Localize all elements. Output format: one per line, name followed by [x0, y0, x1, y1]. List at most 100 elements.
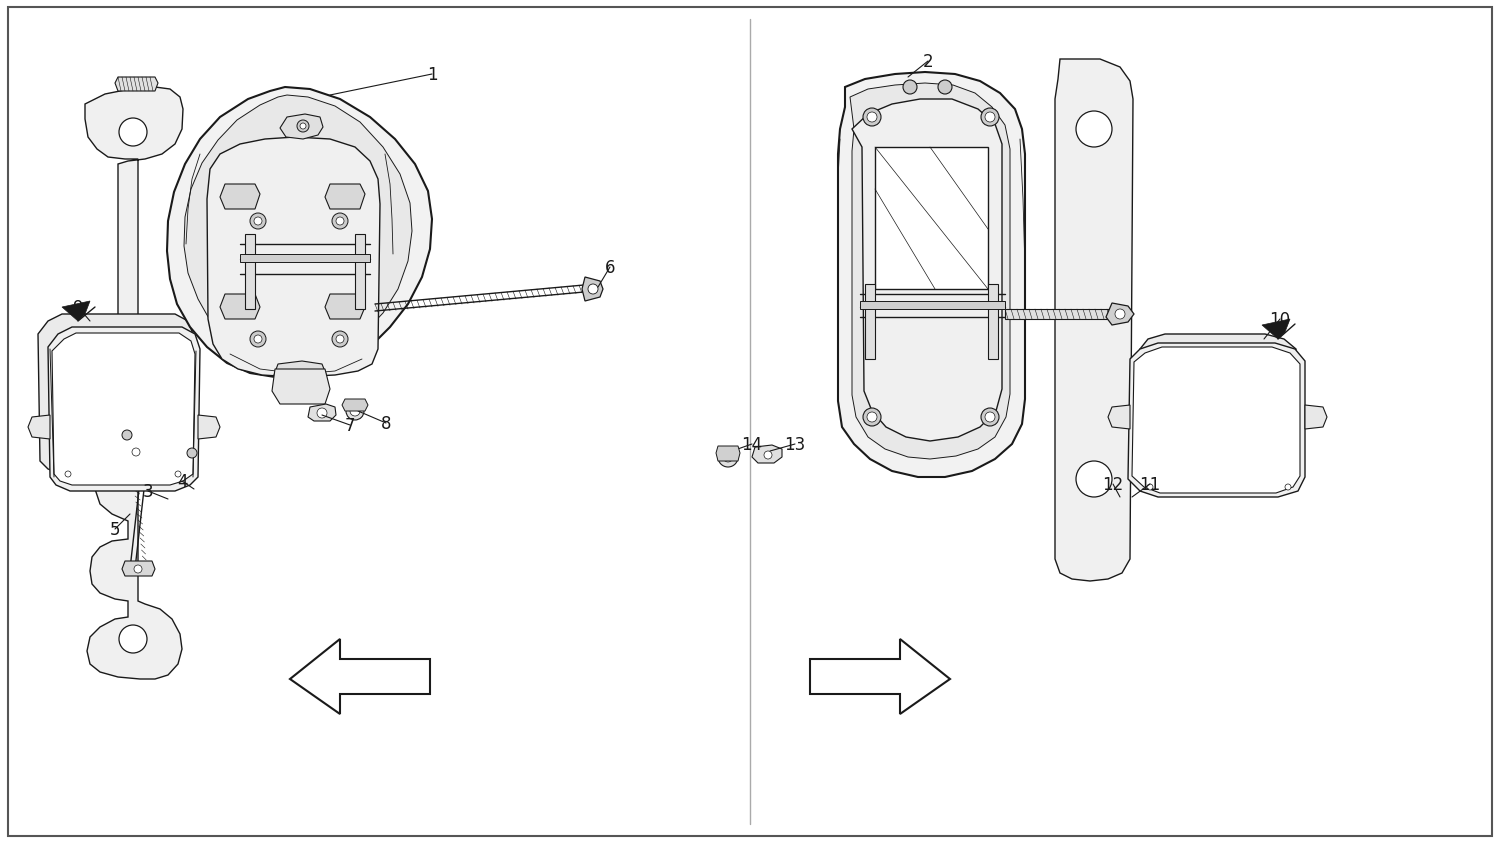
- Circle shape: [723, 452, 734, 463]
- Circle shape: [903, 81, 916, 95]
- Circle shape: [316, 408, 327, 419]
- Polygon shape: [988, 284, 998, 360]
- Circle shape: [981, 109, 999, 127]
- Circle shape: [981, 408, 999, 426]
- Polygon shape: [128, 431, 192, 440]
- Circle shape: [132, 448, 140, 457]
- Circle shape: [251, 332, 266, 348]
- Polygon shape: [38, 315, 194, 474]
- Polygon shape: [48, 327, 200, 491]
- Polygon shape: [128, 450, 192, 457]
- Polygon shape: [839, 73, 1024, 478]
- Circle shape: [122, 430, 132, 441]
- Polygon shape: [220, 295, 260, 320]
- Polygon shape: [865, 284, 874, 360]
- Polygon shape: [1305, 405, 1328, 430]
- Circle shape: [118, 625, 147, 653]
- Text: 6: 6: [604, 259, 615, 277]
- Polygon shape: [859, 301, 1005, 310]
- Text: 10: 10: [1269, 311, 1290, 328]
- Polygon shape: [326, 185, 364, 210]
- Circle shape: [588, 284, 598, 295]
- Text: 3: 3: [142, 483, 153, 500]
- Circle shape: [134, 565, 142, 573]
- Polygon shape: [244, 235, 255, 310]
- Polygon shape: [1138, 334, 1298, 478]
- Polygon shape: [326, 295, 364, 320]
- Text: 1: 1: [426, 66, 438, 84]
- Circle shape: [297, 121, 309, 133]
- Polygon shape: [122, 561, 154, 576]
- Polygon shape: [272, 370, 330, 404]
- Text: 12: 12: [1102, 475, 1124, 494]
- Circle shape: [188, 448, 196, 458]
- Polygon shape: [752, 446, 782, 463]
- Polygon shape: [1132, 348, 1300, 494]
- Polygon shape: [28, 415, 50, 440]
- Circle shape: [1114, 310, 1125, 320]
- Text: 4: 4: [177, 473, 188, 490]
- Circle shape: [300, 124, 306, 130]
- Circle shape: [862, 109, 880, 127]
- Circle shape: [1286, 484, 1292, 490]
- Polygon shape: [1005, 310, 1114, 320]
- Polygon shape: [280, 115, 322, 140]
- Polygon shape: [342, 399, 368, 412]
- Circle shape: [1076, 462, 1112, 497]
- Polygon shape: [356, 235, 364, 310]
- Circle shape: [251, 214, 266, 230]
- Circle shape: [867, 113, 877, 123]
- Text: 13: 13: [784, 436, 806, 453]
- Polygon shape: [62, 301, 90, 322]
- Text: 7: 7: [345, 416, 355, 435]
- Polygon shape: [290, 639, 430, 714]
- Circle shape: [64, 472, 70, 478]
- Polygon shape: [184, 96, 412, 361]
- Polygon shape: [198, 415, 220, 440]
- Text: 2: 2: [922, 53, 933, 71]
- Polygon shape: [86, 88, 183, 679]
- Polygon shape: [1054, 60, 1132, 582]
- Polygon shape: [1262, 320, 1290, 339]
- Circle shape: [1076, 112, 1112, 148]
- Polygon shape: [53, 333, 195, 485]
- Polygon shape: [810, 639, 950, 714]
- Polygon shape: [1128, 344, 1305, 497]
- Polygon shape: [116, 78, 158, 92]
- Circle shape: [867, 413, 877, 423]
- Polygon shape: [850, 84, 1010, 459]
- Circle shape: [118, 119, 147, 147]
- Polygon shape: [207, 138, 380, 377]
- Circle shape: [336, 336, 344, 344]
- Polygon shape: [1106, 304, 1134, 326]
- Circle shape: [346, 403, 364, 420]
- Circle shape: [332, 332, 348, 348]
- Circle shape: [764, 452, 772, 459]
- Polygon shape: [118, 445, 153, 459]
- Circle shape: [938, 81, 952, 95]
- Text: 11: 11: [1140, 475, 1161, 494]
- Circle shape: [986, 413, 994, 423]
- Text: 8: 8: [381, 414, 392, 432]
- Polygon shape: [166, 88, 432, 377]
- Circle shape: [350, 407, 360, 416]
- Polygon shape: [852, 100, 1002, 441]
- Circle shape: [254, 336, 262, 344]
- Polygon shape: [716, 446, 740, 462]
- Polygon shape: [1108, 405, 1130, 430]
- Polygon shape: [308, 404, 336, 421]
- Text: 5: 5: [110, 521, 120, 538]
- Polygon shape: [582, 278, 603, 301]
- Polygon shape: [220, 185, 260, 210]
- Polygon shape: [274, 361, 326, 387]
- Circle shape: [336, 218, 344, 225]
- Circle shape: [332, 214, 348, 230]
- Circle shape: [176, 472, 181, 478]
- Circle shape: [1148, 484, 1154, 490]
- Polygon shape: [874, 148, 989, 289]
- Circle shape: [986, 113, 994, 123]
- Circle shape: [254, 218, 262, 225]
- Polygon shape: [240, 255, 370, 262]
- Circle shape: [862, 408, 880, 426]
- Text: 9: 9: [74, 299, 84, 316]
